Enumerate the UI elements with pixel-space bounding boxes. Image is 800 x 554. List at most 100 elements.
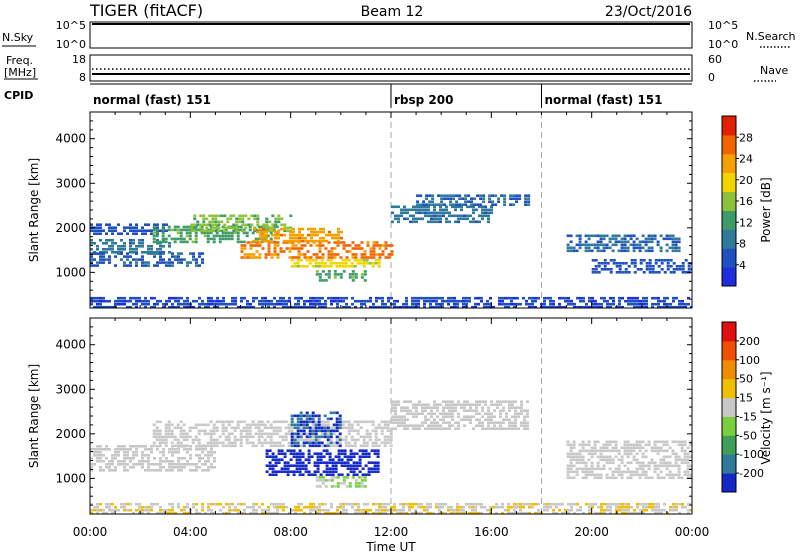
echo-cell: [463, 409, 466, 412]
echo-cell: [366, 244, 370, 247]
echo-cell: [304, 470, 308, 473]
echo-cell: [648, 505, 651, 509]
echo-cell: [678, 299, 681, 303]
echo-cell: [267, 299, 270, 303]
echo-cell: [90, 508, 93, 512]
echo-cell: [514, 421, 517, 424]
echo-cell: [375, 508, 378, 512]
echo-cell: [471, 305, 474, 308]
echo-cell: [283, 227, 286, 231]
echo-cell: [603, 268, 607, 271]
echo-cell: [155, 438, 159, 442]
echo-cell: [644, 464, 648, 468]
echo-cell: [552, 511, 555, 514]
echo-cell: [255, 508, 258, 512]
echo-cell: [269, 231, 273, 235]
echo-cell: [123, 302, 126, 306]
echo-cell: [155, 234, 159, 238]
echo-cell: [460, 208, 463, 212]
echo-cell: [129, 466, 132, 469]
echo-cell: [198, 296, 201, 300]
echo-cell: [292, 473, 296, 476]
echo-cell: [593, 243, 597, 247]
echo-cell: [582, 305, 585, 308]
echo-cell: [487, 424, 490, 427]
echo-cell: [202, 220, 206, 224]
colorbar-tick-label: 24: [739, 153, 753, 166]
echo-cell: [644, 470, 648, 474]
echo-cell: [212, 240, 216, 244]
echo-cell: [297, 305, 300, 308]
echo-cell: [322, 470, 326, 473]
echo-cell: [447, 302, 450, 306]
echo-cell: [348, 273, 352, 276]
echo-cell: [632, 470, 636, 474]
echo-cell: [298, 473, 302, 476]
echo-cell: [272, 429, 276, 433]
echo-cell: [93, 242, 96, 245]
echo-cell: [416, 194, 420, 197]
echo-cell: [528, 502, 531, 506]
echo-cell: [268, 473, 272, 476]
echo-cell: [213, 305, 216, 308]
echo-cell: [320, 262, 324, 265]
echo-cell: [191, 438, 195, 442]
echo-cell: [358, 461, 362, 464]
echo-cell: [405, 296, 408, 300]
echo-cell: [102, 261, 105, 264]
echo-cell: [236, 438, 240, 442]
echo-cell: [605, 461, 609, 465]
echo-cell: [421, 409, 424, 412]
echo-cell: [126, 508, 129, 512]
echo-cell: [301, 233, 304, 237]
echo-cell: [632, 455, 636, 459]
echo-cell: [152, 435, 156, 439]
echo-cell: [108, 502, 111, 506]
echo-cell: [162, 252, 165, 255]
echo-cell: [428, 194, 432, 197]
echo-cell: [442, 406, 445, 409]
echo-cell: [525, 511, 528, 514]
echo-cell: [524, 200, 528, 203]
echo-cell: [374, 262, 378, 265]
echo-cell: [259, 233, 262, 237]
echo-cell: [311, 426, 315, 430]
echo-cell: [288, 511, 291, 514]
echo-cell: [415, 427, 418, 430]
echo-cell: [284, 420, 288, 424]
echo-cell: [629, 234, 633, 238]
echo-cell: [261, 508, 264, 512]
echo-cell: [189, 454, 192, 457]
echo-cell: [126, 264, 129, 267]
echo-cell: [668, 455, 672, 459]
echo-cell: [362, 438, 366, 442]
echo-cell: [468, 299, 471, 303]
echo-cell: [291, 305, 294, 308]
echo-cell: [335, 435, 339, 439]
echo-cell: [308, 262, 312, 265]
echo-cell: [517, 427, 520, 430]
echo-cell: [207, 460, 210, 463]
echo-cell: [453, 305, 456, 308]
echo-cell: [412, 217, 415, 221]
echo-cell: [207, 296, 210, 300]
echo-cell: [126, 502, 129, 506]
echo-cell: [171, 302, 174, 306]
echo-cell: [287, 441, 291, 445]
echo-cell: [471, 505, 474, 509]
echo-cell: [138, 463, 141, 466]
echo-cell: [222, 511, 225, 514]
echo-cell: [245, 438, 249, 442]
echo-cell: [275, 225, 279, 229]
echo-cell: [111, 245, 114, 248]
echo-cell: [603, 508, 606, 512]
echo-cell: [236, 237, 240, 241]
echo-cell: [639, 511, 642, 514]
echo-cell: [636, 299, 639, 303]
echo-cell: [349, 464, 353, 467]
echo-cell: [240, 247, 244, 250]
echo-cell: [606, 305, 609, 308]
echo-cell: [129, 460, 132, 463]
echo-cell: [170, 441, 174, 445]
echo-cell: [293, 423, 297, 427]
